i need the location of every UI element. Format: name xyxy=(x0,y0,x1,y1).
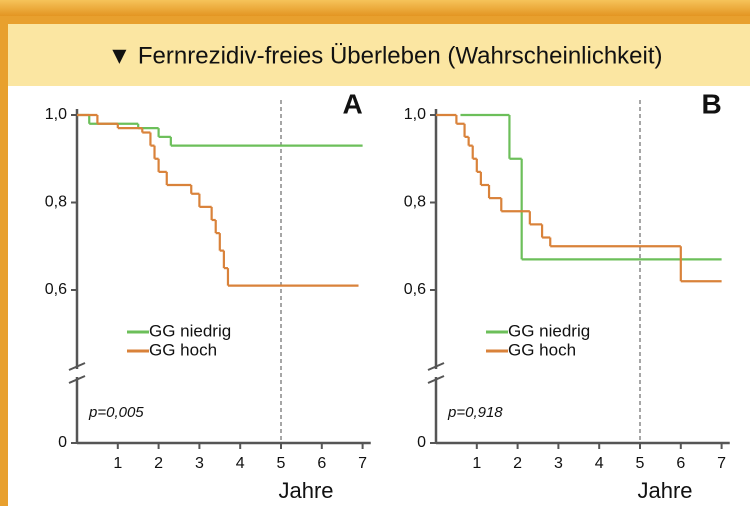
y-tick-label: 0 xyxy=(417,434,426,451)
legend-label: GG niedrig xyxy=(508,321,590,340)
x-tick-label: 6 xyxy=(317,455,326,472)
x-tick-label: 5 xyxy=(636,455,645,472)
legend-label: GG niedrig xyxy=(149,321,231,340)
axis-break-gap xyxy=(428,369,444,377)
header-band xyxy=(8,24,750,86)
x-tick-label: 6 xyxy=(676,455,685,472)
p-value: p=0,005 xyxy=(88,404,144,421)
axis-break xyxy=(68,362,86,371)
x-tick-label: 2 xyxy=(513,455,522,472)
y-tick-label: 1,0 xyxy=(404,106,426,123)
header-title: ▼ Fernrezidiv-freies Überleben (Wahrsche… xyxy=(107,42,662,69)
x-tick-label: 5 xyxy=(277,455,286,472)
y-tick-label: 1,0 xyxy=(45,106,67,123)
y-tick-label: 0,6 xyxy=(404,281,426,298)
axis-break-gap xyxy=(69,369,85,377)
y-tick-label: 0,6 xyxy=(45,281,67,298)
y-tick-label: 0,8 xyxy=(404,194,426,211)
axis-break xyxy=(68,375,86,384)
x-tick-label: 4 xyxy=(236,455,245,472)
y-tick-label: 0 xyxy=(58,434,67,451)
x-tick-label: 1 xyxy=(472,455,481,472)
p-value: p=0,918 xyxy=(447,404,503,421)
x-tick-label: 7 xyxy=(717,455,726,472)
x-tick-label: 1 xyxy=(113,455,122,472)
axis-break xyxy=(427,362,445,371)
x-axis-label: Jahre xyxy=(637,478,692,503)
x-tick-label: 7 xyxy=(358,455,367,472)
legend-label: GG hoch xyxy=(508,340,576,359)
top-bar xyxy=(0,0,750,16)
legend-label: GG hoch xyxy=(149,340,217,359)
y-tick-label: 0,8 xyxy=(45,194,67,211)
x-axis-label: Jahre xyxy=(278,478,333,503)
x-tick-label: 2 xyxy=(154,455,163,472)
x-tick-label: 4 xyxy=(595,455,604,472)
axis-break xyxy=(427,375,445,384)
x-tick-label: 3 xyxy=(195,455,204,472)
panel xyxy=(8,24,750,506)
x-tick-label: 3 xyxy=(554,455,563,472)
panel-label: B xyxy=(702,88,722,119)
panel-label: A xyxy=(343,88,363,119)
